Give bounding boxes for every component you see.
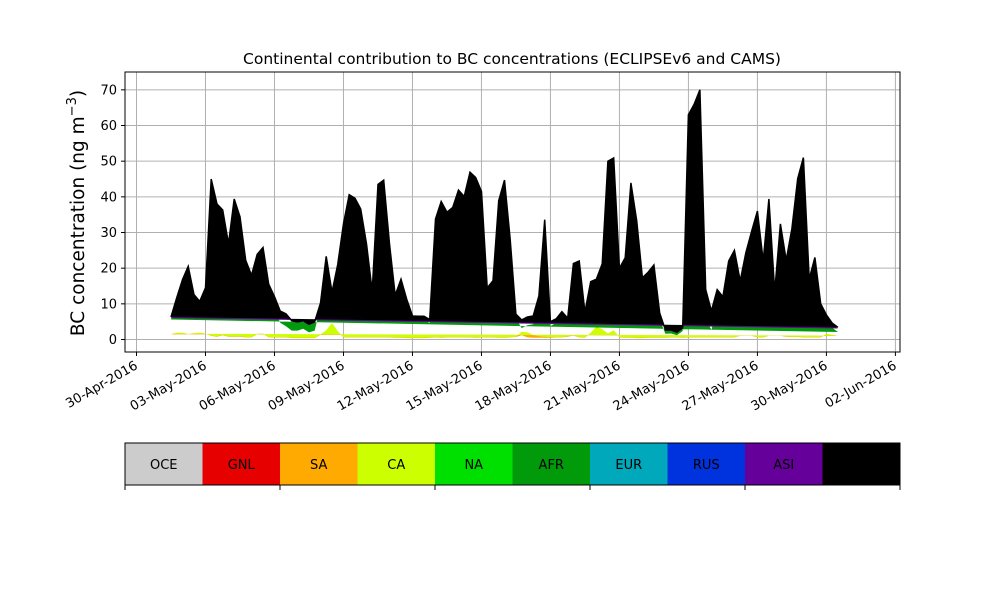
area-series-sa	[171, 323, 838, 339]
legend-swatch-asi	[745, 443, 823, 485]
stacked-areas	[170, 89, 839, 339]
y-tick-label: 60	[100, 119, 117, 134]
legend-swatch-gnl	[202, 443, 280, 485]
plot-frame	[124, 71, 901, 353]
x-tick-label: 02-Jun-2016	[823, 358, 900, 411]
legend-label-ca: CA	[387, 458, 405, 473]
y-tick-label: 50	[100, 155, 117, 170]
y-tick-label: 20	[100, 262, 117, 277]
total-outline	[170, 89, 839, 333]
y-tick-label: 0	[109, 333, 117, 348]
legend-swatch-aus	[822, 443, 900, 485]
legend-label-afr: AFR	[539, 458, 564, 473]
x-tick-label: 09-May-2016	[266, 358, 348, 414]
area-series-ca	[171, 323, 838, 338]
legend-swatch-oce	[125, 443, 203, 485]
legend-swatch-sa	[280, 443, 358, 485]
legend-label-na: NA	[464, 458, 483, 473]
legend-colorbar: OCE GNL SA CA NA AFR EUR RUS ASI AUS	[124, 442, 901, 490]
legend-label-oce: OCE	[150, 458, 178, 473]
y-tick-label: 30	[100, 226, 117, 241]
area-series-aus	[171, 89, 838, 332]
legend-label-aus: AUS	[848, 458, 875, 473]
x-tick-label: 30-May-2016	[749, 358, 831, 414]
y-axis-ticks: 0 10 20 30 40 50 60 70	[100, 83, 125, 348]
y-axis-label-sup: −3	[65, 97, 80, 116]
legend-swatch-eur	[590, 443, 668, 485]
x-tick-label: 21-May-2016	[542, 358, 624, 414]
x-tick-label: 15-May-2016	[404, 358, 486, 414]
y-axis-label-main: BC concentration (ng m	[68, 116, 89, 336]
x-tick-label: 06-May-2016	[197, 358, 279, 414]
y-axis-label: BC concentration (ng m−3)	[65, 90, 89, 336]
legend-border	[124, 442, 901, 486]
legend-label-eur: EUR	[615, 458, 642, 473]
x-tick-label: 27-May-2016	[680, 358, 762, 414]
y-tick-label: 10	[100, 297, 117, 312]
plot-border	[124, 71, 901, 353]
legend-label-asi: ASI	[773, 458, 794, 473]
x-tick-label: 18-May-2016	[473, 358, 555, 414]
x-tick-label: 12-May-2016	[335, 358, 417, 414]
x-tick-label: 24-May-2016	[611, 358, 693, 414]
legend-swatch-rus	[667, 443, 745, 485]
legend-swatch-na	[435, 443, 513, 485]
legend-label-sa: SA	[310, 458, 327, 473]
x-axis-ticks: 30-Apr-201603-May-201606-May-201609-May-…	[63, 352, 899, 414]
legend-label-rus: RUS	[693, 458, 720, 473]
legend-label-gnl: GNL	[228, 458, 256, 473]
y-axis-label-close: )	[68, 90, 89, 97]
chart-title: Continental contribution to BC concentra…	[243, 50, 781, 68]
y-tick-label: 70	[100, 83, 117, 98]
legend-swatch-afr	[512, 443, 590, 485]
legend-swatch-ca	[357, 443, 435, 485]
y-tick-label: 40	[100, 190, 117, 205]
x-tick-label: 03-May-2016	[128, 358, 210, 414]
